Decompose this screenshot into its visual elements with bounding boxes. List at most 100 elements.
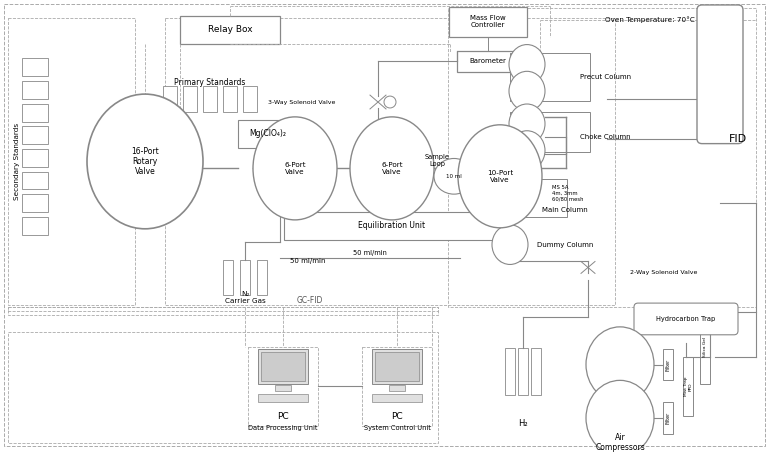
Bar xyxy=(240,260,250,295)
Ellipse shape xyxy=(434,158,474,194)
Bar xyxy=(403,134,417,148)
Text: Oven Temperature: 70°C: Oven Temperature: 70°C xyxy=(605,16,695,23)
Bar xyxy=(22,104,48,122)
Bar xyxy=(261,352,305,381)
Bar xyxy=(248,347,318,426)
Bar xyxy=(22,172,48,189)
Text: 2-Way Solenoid Valve: 2-Way Solenoid Valve xyxy=(630,270,697,275)
Text: Mist Trap
PPD: Mist Trap PPD xyxy=(684,376,692,396)
Text: GC-FID: GC-FID xyxy=(297,296,323,305)
Text: Filter: Filter xyxy=(665,358,671,370)
Text: Hydrocarbon Trap: Hydrocarbon Trap xyxy=(657,316,716,322)
Bar xyxy=(518,348,528,395)
Bar xyxy=(683,356,693,416)
Text: Choke Column: Choke Column xyxy=(580,133,631,140)
Bar xyxy=(258,349,308,385)
Bar xyxy=(22,81,48,99)
Text: N₂
Carrier Gas: N₂ Carrier Gas xyxy=(225,291,265,304)
Ellipse shape xyxy=(586,380,654,454)
Bar xyxy=(531,348,541,395)
Bar xyxy=(238,120,298,148)
Text: Secondary Standards: Secondary Standards xyxy=(14,123,20,200)
Ellipse shape xyxy=(458,125,542,228)
Text: Equilibration Unit: Equilibration Unit xyxy=(358,222,425,230)
Bar xyxy=(700,310,710,384)
Bar xyxy=(403,189,417,203)
Ellipse shape xyxy=(384,96,396,108)
Bar xyxy=(22,126,48,144)
Text: 50 ml/min: 50 ml/min xyxy=(290,257,325,263)
Text: MS 5A
4m, 3mm
60/80 mesh: MS 5A 4m, 3mm 60/80 mesh xyxy=(552,185,584,202)
Bar xyxy=(223,86,237,112)
Text: Primary Standards: Primary Standards xyxy=(175,78,245,87)
Bar xyxy=(372,394,422,402)
Ellipse shape xyxy=(87,94,203,229)
Bar xyxy=(165,18,615,305)
Bar xyxy=(372,349,422,385)
Bar xyxy=(22,217,48,235)
Text: H₂: H₂ xyxy=(518,419,528,429)
Text: Barometer: Barometer xyxy=(470,59,507,64)
Bar xyxy=(8,18,135,305)
Bar xyxy=(257,260,267,295)
Text: Main Column: Main Column xyxy=(542,207,588,213)
Ellipse shape xyxy=(509,131,545,170)
Bar xyxy=(457,50,519,72)
Ellipse shape xyxy=(350,117,434,220)
Bar xyxy=(510,112,590,152)
Text: PC: PC xyxy=(277,411,289,420)
Text: 10-Port
Valve: 10-Port Valve xyxy=(487,170,513,183)
Ellipse shape xyxy=(509,44,545,84)
Text: System Control Unit: System Control Unit xyxy=(364,425,431,431)
Bar xyxy=(375,352,419,381)
Bar xyxy=(22,59,48,76)
Bar xyxy=(22,149,48,167)
Ellipse shape xyxy=(509,71,545,111)
Text: 6-Port
Valve: 6-Port Valve xyxy=(285,162,306,175)
Text: Dummy Column: Dummy Column xyxy=(537,242,593,247)
Bar xyxy=(8,332,438,443)
Bar xyxy=(223,260,233,295)
Bar xyxy=(275,385,291,391)
Text: Silica Gel: Silica Gel xyxy=(703,336,707,357)
Bar xyxy=(8,307,438,311)
Bar xyxy=(284,212,500,240)
Bar xyxy=(367,134,381,148)
FancyBboxPatch shape xyxy=(634,303,738,335)
Bar xyxy=(448,8,756,307)
Ellipse shape xyxy=(492,225,528,265)
Text: Filter: Filter xyxy=(665,412,671,424)
Text: Relay Box: Relay Box xyxy=(208,25,252,34)
Ellipse shape xyxy=(253,117,337,220)
Bar xyxy=(663,402,673,434)
Text: PC: PC xyxy=(391,411,403,420)
Text: Data Processing Unit: Data Processing Unit xyxy=(248,425,318,431)
Bar xyxy=(367,189,381,203)
Bar xyxy=(243,86,257,112)
Text: Mg(ClO₄)₂: Mg(ClO₄)₂ xyxy=(249,129,287,138)
Text: 16-Port
Rotary
Valve: 16-Port Rotary Valve xyxy=(131,147,159,176)
Text: FID: FID xyxy=(729,133,747,143)
Bar xyxy=(163,86,177,112)
Text: 50 ml/min: 50 ml/min xyxy=(353,250,387,256)
Ellipse shape xyxy=(492,178,528,218)
Bar xyxy=(389,385,405,391)
Bar xyxy=(663,349,673,380)
Bar xyxy=(180,16,280,44)
Text: 6-Port
Valve: 6-Port Valve xyxy=(381,162,403,175)
Bar xyxy=(183,86,197,112)
Ellipse shape xyxy=(586,327,654,402)
Text: Precut Column: Precut Column xyxy=(580,74,631,80)
Ellipse shape xyxy=(509,104,545,143)
Bar xyxy=(505,348,515,395)
Text: 3-Way Solenoid Valve: 3-Way Solenoid Valve xyxy=(268,99,335,104)
Text: Sample
Loop: Sample Loop xyxy=(424,154,450,167)
Text: 10 ml: 10 ml xyxy=(446,174,462,179)
Text: Air
Compressors: Air Compressors xyxy=(595,433,645,453)
Text: Mass Flow
Controller: Mass Flow Controller xyxy=(470,15,506,28)
Bar xyxy=(22,194,48,212)
Bar xyxy=(487,179,567,217)
Bar xyxy=(510,54,590,101)
Bar xyxy=(8,307,438,315)
Bar xyxy=(362,347,432,426)
